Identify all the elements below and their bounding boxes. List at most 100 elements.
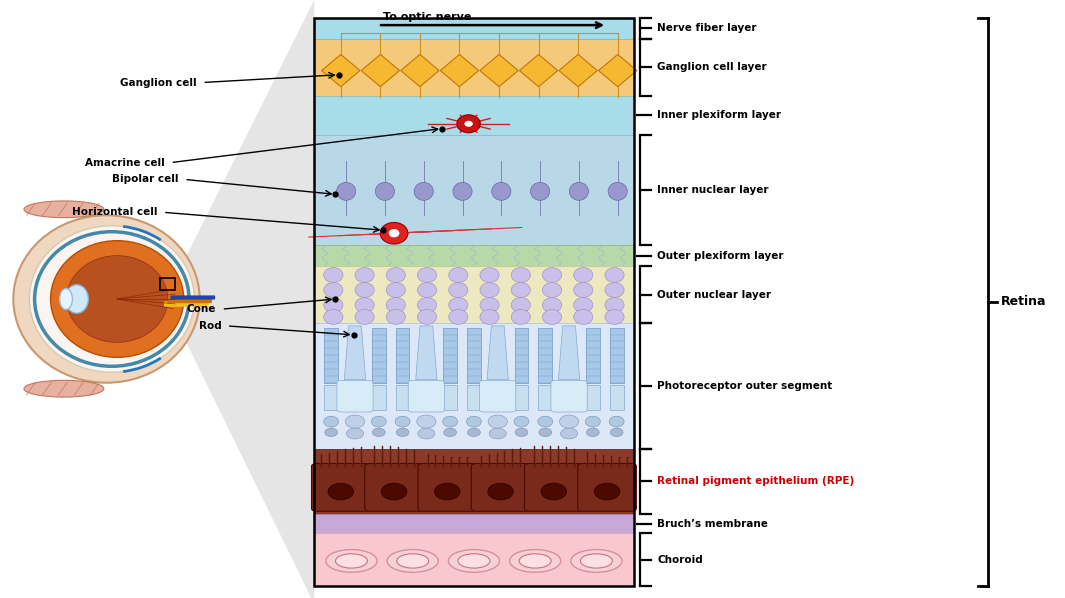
Text: Retinal pigment epithelium (RPE): Retinal pigment epithelium (RPE): [657, 477, 854, 486]
Ellipse shape: [396, 554, 428, 568]
FancyBboxPatch shape: [551, 380, 587, 412]
Ellipse shape: [328, 483, 354, 500]
Bar: [539, 328, 553, 383]
Ellipse shape: [511, 282, 530, 298]
Ellipse shape: [480, 298, 499, 313]
FancyBboxPatch shape: [408, 380, 444, 412]
Ellipse shape: [530, 182, 550, 200]
FancyBboxPatch shape: [577, 463, 636, 511]
Bar: [443, 385, 457, 410]
Ellipse shape: [560, 428, 577, 439]
Polygon shape: [344, 326, 365, 380]
Ellipse shape: [387, 282, 406, 298]
Text: Inner nuclear layer: Inner nuclear layer: [657, 185, 769, 195]
Ellipse shape: [448, 298, 468, 313]
Text: Inner plexiform layer: Inner plexiform layer: [657, 110, 781, 120]
Ellipse shape: [514, 416, 529, 427]
Ellipse shape: [488, 483, 513, 500]
Ellipse shape: [324, 282, 343, 298]
Bar: [314, 266, 634, 323]
Ellipse shape: [580, 554, 612, 568]
Polygon shape: [322, 54, 360, 87]
Bar: [396, 385, 409, 410]
Bar: [609, 385, 624, 410]
Bar: [324, 328, 339, 383]
Ellipse shape: [542, 267, 561, 283]
Ellipse shape: [594, 483, 620, 500]
Polygon shape: [440, 54, 478, 87]
Ellipse shape: [324, 267, 343, 283]
FancyBboxPatch shape: [167, 298, 212, 303]
Ellipse shape: [416, 415, 436, 428]
Ellipse shape: [24, 201, 104, 218]
Ellipse shape: [325, 428, 338, 437]
Ellipse shape: [480, 267, 499, 283]
Ellipse shape: [417, 310, 437, 324]
Ellipse shape: [414, 182, 433, 200]
Ellipse shape: [511, 298, 530, 313]
Ellipse shape: [443, 416, 458, 427]
Ellipse shape: [571, 550, 622, 572]
Ellipse shape: [458, 554, 490, 568]
Text: Choroid: Choroid: [657, 555, 703, 565]
Ellipse shape: [542, 298, 561, 313]
Ellipse shape: [492, 182, 511, 200]
Bar: [314, 39, 634, 96]
Ellipse shape: [515, 428, 528, 437]
Ellipse shape: [355, 298, 374, 313]
Ellipse shape: [574, 267, 593, 283]
Bar: [396, 328, 409, 383]
FancyBboxPatch shape: [471, 463, 529, 511]
Ellipse shape: [542, 310, 561, 324]
FancyBboxPatch shape: [479, 380, 515, 412]
Bar: [586, 385, 600, 410]
Bar: [443, 328, 457, 383]
Ellipse shape: [489, 428, 506, 439]
Ellipse shape: [511, 310, 530, 324]
Ellipse shape: [570, 182, 589, 200]
Bar: [314, 323, 634, 448]
Ellipse shape: [60, 289, 72, 310]
FancyBboxPatch shape: [170, 295, 215, 300]
FancyBboxPatch shape: [364, 463, 423, 511]
Ellipse shape: [480, 282, 499, 298]
Ellipse shape: [51, 240, 184, 358]
Bar: [324, 385, 339, 410]
Ellipse shape: [324, 416, 339, 427]
Polygon shape: [415, 326, 437, 380]
Ellipse shape: [468, 428, 480, 437]
Bar: [160, 278, 175, 290]
Ellipse shape: [605, 282, 624, 298]
Bar: [314, 18, 634, 586]
Polygon shape: [400, 54, 439, 87]
Bar: [539, 385, 553, 410]
Ellipse shape: [457, 115, 480, 133]
FancyBboxPatch shape: [164, 301, 209, 307]
Ellipse shape: [444, 428, 457, 437]
Text: Rod: Rod: [199, 321, 222, 331]
Ellipse shape: [417, 282, 437, 298]
Ellipse shape: [380, 222, 408, 244]
Text: Nerve fiber layer: Nerve fiber layer: [657, 23, 756, 33]
Ellipse shape: [30, 226, 194, 372]
Ellipse shape: [586, 416, 601, 427]
Bar: [314, 448, 634, 514]
Bar: [314, 135, 634, 245]
Ellipse shape: [542, 282, 561, 298]
Ellipse shape: [559, 415, 578, 428]
Ellipse shape: [480, 310, 499, 324]
Ellipse shape: [448, 267, 468, 283]
Text: Outer nuclear layer: Outer nuclear layer: [657, 289, 771, 300]
Ellipse shape: [65, 285, 88, 313]
Ellipse shape: [448, 550, 499, 572]
Ellipse shape: [509, 550, 560, 572]
Ellipse shape: [417, 298, 437, 313]
Polygon shape: [361, 54, 399, 87]
Ellipse shape: [387, 550, 438, 572]
Ellipse shape: [608, 182, 627, 200]
Polygon shape: [165, 0, 314, 598]
Text: Photoreceptor outer segment: Photoreceptor outer segment: [657, 381, 833, 390]
Text: Retina: Retina: [1001, 295, 1047, 309]
Ellipse shape: [355, 310, 374, 324]
Bar: [314, 96, 634, 135]
